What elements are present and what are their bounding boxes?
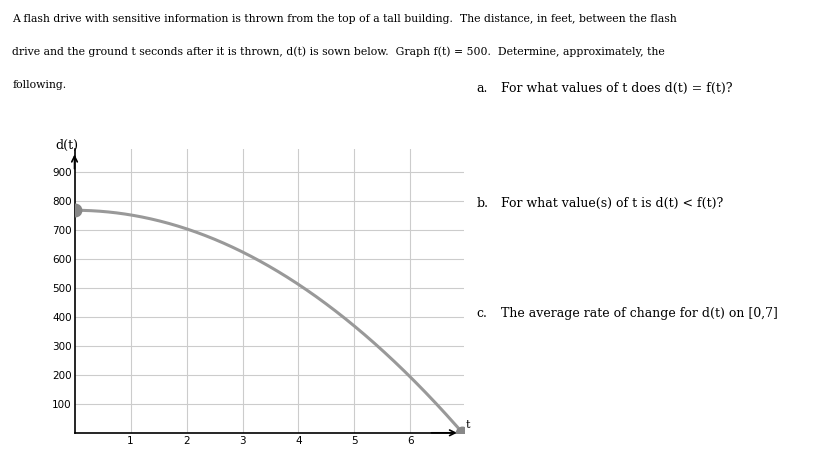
Text: The average rate of change for d(t) on [0,7]: The average rate of change for d(t) on [… [500,307,777,320]
Text: drive and the ground t seconds after it is thrown, d(t) is sown below.  Graph f(: drive and the ground t seconds after it … [12,47,664,57]
Text: c.: c. [476,307,486,320]
Text: following.: following. [12,80,66,90]
Text: b.: b. [476,197,487,210]
Text: t: t [465,420,469,431]
Text: a.: a. [476,82,487,95]
Text: d(t): d(t) [55,139,78,152]
Text: A flash drive with sensitive information is thrown from the top of a tall buildi: A flash drive with sensitive information… [12,14,676,24]
Text: For what value(s) of t is d(t) < f(t)?: For what value(s) of t is d(t) < f(t)? [500,197,722,210]
Text: For what values of t does d(t) = f(t)?: For what values of t does d(t) = f(t)? [500,82,732,95]
